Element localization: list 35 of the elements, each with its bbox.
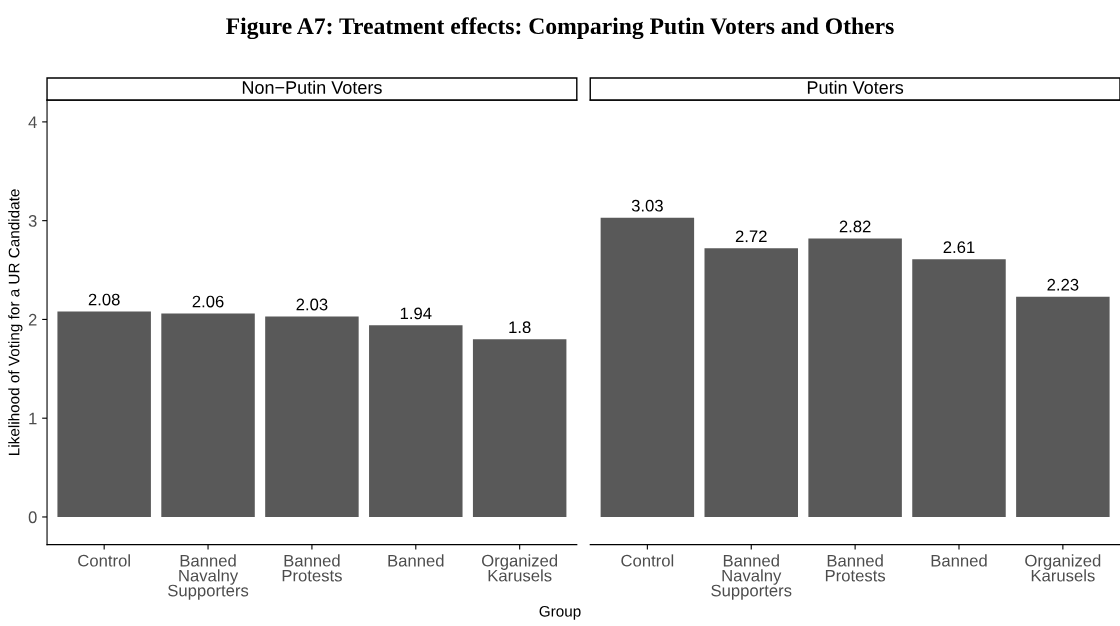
- chart-subtitle: Non−Putin Voters: [242, 80, 382, 94]
- chart-subtitle: Putin Voters: [807, 80, 904, 94]
- x-tick-label: Control: [621, 554, 674, 567]
- chart-title: Figure A7: Treatment effects: Comparing Putin Voters and Others: [226, 17, 894, 40]
- data-label: 3.03: [631, 199, 663, 212]
- y-axis-title: Likelihood of Voting for a UR Candidate: [8, 189, 23, 455]
- x-tick-label: Banned: [931, 554, 987, 567]
- data-label: 2.72: [735, 230, 767, 243]
- bar: [1016, 296, 1110, 517]
- y-tick-label: 2: [28, 313, 37, 326]
- data-label: 2.03: [296, 298, 328, 311]
- x-tick-label: Banned Navalny Supporters: [711, 554, 792, 600]
- data-label: 2.82: [839, 220, 871, 233]
- data-label: 2.23: [1047, 278, 1079, 291]
- x-tick-label: Banned Protests: [825, 554, 886, 582]
- y-tick-label: 4: [28, 116, 37, 128]
- y-tick-label: 0: [28, 511, 37, 524]
- x-tick-label: Banned Protests: [282, 554, 342, 582]
- data-label: 1.8: [509, 321, 531, 334]
- data-label: 2.06: [192, 295, 224, 308]
- y-tick-label: 3: [28, 215, 37, 227]
- bar: [808, 238, 902, 517]
- bar: [704, 248, 798, 517]
- x-axis-title: Group: [539, 605, 581, 620]
- x-tick-label: Organized Karusels: [1025, 554, 1101, 582]
- data-label: 1.94: [400, 307, 432, 320]
- bar: [600, 217, 695, 517]
- data-label: 2.08: [88, 293, 120, 306]
- x-tick-label: Banned: [388, 554, 444, 567]
- x-tick-label: Control: [78, 554, 130, 567]
- y-tick-label: 1: [29, 412, 37, 425]
- data-label: 2.61: [943, 241, 975, 254]
- x-tick-label: Banned Navalny Supporters: [168, 554, 249, 600]
- bar: [912, 259, 1006, 517]
- x-tick-label: Organized Karusels: [482, 554, 558, 582]
